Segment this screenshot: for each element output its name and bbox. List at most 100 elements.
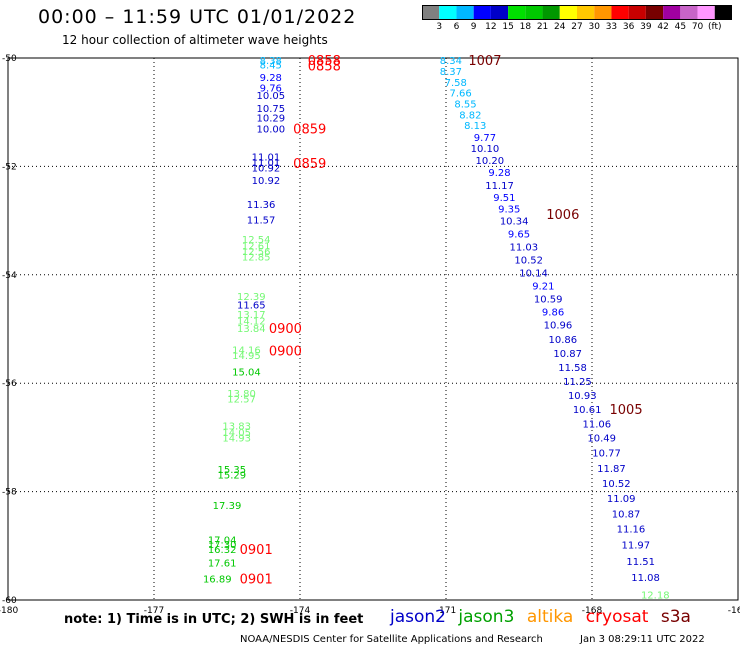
time-label: 1006 <box>546 208 579 223</box>
satellite-cryosat-label: cryosat <box>585 607 649 627</box>
wave-height-value: 11.58 <box>558 363 587 374</box>
wave-height-value: 17.39 <box>213 501 242 512</box>
legend-label: 70 <box>691 22 704 32</box>
generated-date: Jan 3 08:29:11 UTC 2022 <box>580 634 705 645</box>
wave-height-value: 7.66 <box>449 89 471 100</box>
wave-height-value: 11.16 <box>617 524 646 535</box>
legend-label: 3 <box>436 22 443 32</box>
wave-height-value: 10.87 <box>612 509 641 520</box>
wave-height-value: 14.12 <box>237 316 266 327</box>
wave-height-value: 10.49 <box>587 433 616 444</box>
y-tick-label: -60 <box>2 596 17 606</box>
wave-height-value: 13.84 <box>237 324 266 335</box>
wave-height-value: 9.51 <box>493 193 515 204</box>
x-tick-label: -177 <box>144 606 164 616</box>
wave-height-value: 10.52 <box>514 256 543 267</box>
wave-height-value: 13.83 <box>222 421 251 432</box>
legend-swatch <box>456 5 474 20</box>
satellite-s3a-label: s3a <box>660 607 691 627</box>
legend-label: 15 <box>502 22 514 32</box>
wave-height-value: 14.16 <box>232 346 261 357</box>
wave-height-value: 10.96 <box>544 321 573 332</box>
wave-height-value: 9.35 <box>498 205 520 216</box>
satellite-jason2-label: jason2 <box>390 607 446 627</box>
wave-height-value: 12.18 <box>641 591 670 602</box>
y-tick-label: -56 <box>2 379 17 389</box>
wave-height-value: 11.08 <box>631 573 660 584</box>
legend-swatch <box>508 5 526 20</box>
wave-height-value: 10.20 <box>475 156 504 167</box>
wave-height-value: 15.04 <box>232 367 261 378</box>
legend-swatch <box>714 5 732 20</box>
wave-height-value: 11.36 <box>247 200 276 211</box>
wave-height-value: 11.97 <box>621 541 650 552</box>
wave-height-value: 17.30 <box>208 540 237 551</box>
plot-frame <box>7 57 739 601</box>
wave-height-value: 12.57 <box>227 394 256 405</box>
wave-height-value: 16.89 <box>203 574 232 585</box>
legend-label: 21 <box>536 22 549 32</box>
legend-label: (ft) <box>707 22 722 32</box>
wave-height-value: 8.82 <box>459 110 481 121</box>
time-label: 0901 <box>240 543 273 558</box>
legend-swatch <box>594 5 612 20</box>
chart-subtitle: 12 hour collection of altimeter wave hei… <box>62 33 328 47</box>
footer-note: note: 1) Time is in UTC; 2) SWH is in fe… <box>64 612 364 627</box>
time-label: 0858 <box>308 54 341 69</box>
wave-height-value: 9.21 <box>532 282 554 293</box>
y-tick-label: -52 <box>2 162 17 172</box>
wave-height-value: 10.61 <box>573 405 602 416</box>
wave-height-value: 14.95 <box>232 351 261 362</box>
wave-height-value: 15.35 <box>218 465 247 476</box>
wave-height-value: 10.75 <box>256 104 285 115</box>
wave-height-value: 12.39 <box>237 292 266 303</box>
wave-height-value: 10.29 <box>256 114 285 125</box>
wave-height-value: 8.13 <box>464 121 486 132</box>
wave-height-value: 8.38 <box>260 56 282 67</box>
legend-frame <box>422 5 732 20</box>
time-label: 0900 <box>269 345 302 360</box>
legend-label: 36 <box>622 22 635 32</box>
time-label: 0900 <box>269 322 302 337</box>
wave-height-value: 11.57 <box>247 216 276 227</box>
time-label: 0858 <box>308 60 341 75</box>
wave-height-value: 10.52 <box>602 479 631 490</box>
legend-label: 6 <box>453 22 460 32</box>
wave-height-value: 10.92 <box>252 163 281 174</box>
wave-height-value: 11.06 <box>583 419 612 430</box>
y-tick-label: -50 <box>2 54 17 64</box>
legend-label: 45 <box>674 22 687 32</box>
x-tick-label: -174 <box>290 606 311 616</box>
wave-height-value: 11.01 <box>252 153 281 164</box>
wave-height-value: 11.65 <box>237 301 266 312</box>
legend-swatch <box>422 5 440 20</box>
legend-label: 27 <box>571 22 583 32</box>
time-label: 0859 <box>293 157 326 172</box>
wave-height-value: 11.17 <box>485 181 514 192</box>
legend-swatch <box>645 5 664 20</box>
legend-swatch <box>525 5 543 20</box>
legend-label: 30 <box>588 22 600 32</box>
time-label: 0901 <box>240 572 273 587</box>
legend-swatch <box>611 5 629 20</box>
wave-height-value: 7.58 <box>445 78 467 89</box>
wave-height-value: 10.92 <box>252 176 281 187</box>
x-tick-label: -180 <box>0 606 18 616</box>
wave-height-value: 10.77 <box>592 449 621 460</box>
time-label: 1007 <box>468 54 501 69</box>
wave-height-value: 12.85 <box>242 252 271 263</box>
satellite-altika-label: altika <box>526 607 574 627</box>
legend-swatch <box>697 5 715 20</box>
wave-height-value: 10.86 <box>548 335 577 346</box>
wave-height-value: 9.28 <box>488 168 510 179</box>
wave-height-value: 8.37 <box>440 67 462 78</box>
legend-swatch <box>559 5 577 20</box>
wave-height-value: 15.29 <box>218 470 247 481</box>
legend-swatch <box>628 5 646 20</box>
wave-height-value: 12.54 <box>242 235 271 246</box>
y-tick-label: -54 <box>2 271 17 281</box>
wave-height-value: 8.45 <box>260 61 282 72</box>
wave-height-value: 9.65 <box>508 230 530 241</box>
wave-height-value: 11.87 <box>597 464 626 475</box>
